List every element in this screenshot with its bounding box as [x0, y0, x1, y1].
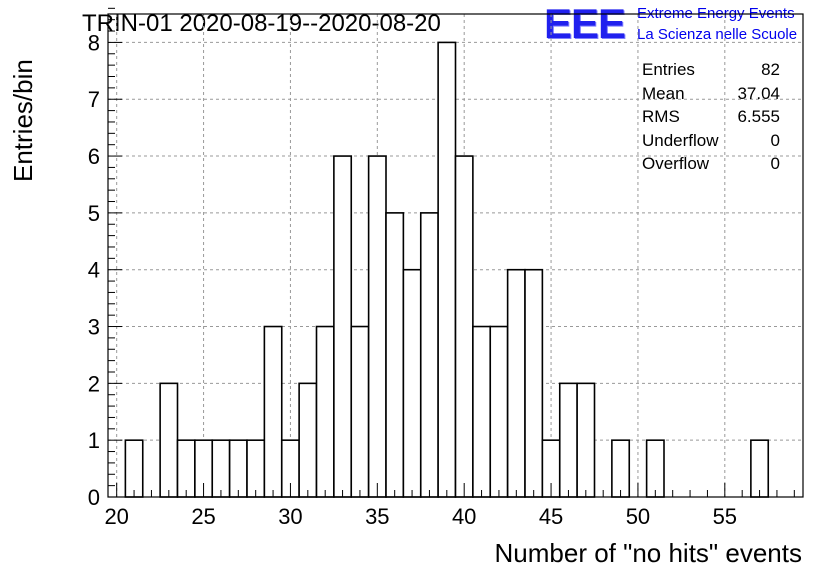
stats-label: Underflow: [642, 130, 719, 150]
histogram-bar: [263, 325, 283, 498]
x-tick-label: 30: [278, 504, 302, 529]
histogram-bar: [454, 155, 474, 498]
y-tick-label: 2: [88, 371, 100, 396]
stats-row-rms: RMS 6.555: [642, 105, 780, 129]
x-tick-label: 50: [626, 504, 650, 529]
histogram-bar: [159, 382, 179, 498]
y-tick-label: 8: [88, 30, 100, 55]
histogram-bar: [750, 439, 770, 498]
stats-label: Mean: [642, 83, 685, 103]
histogram-bar: [298, 382, 318, 498]
histogram-bar: [558, 382, 578, 498]
histogram-bar: [402, 268, 422, 498]
logo-line-2: La Scienza nelle Scuole: [637, 26, 798, 43]
stats-value: 0: [770, 130, 780, 150]
y-tick-label: 0: [88, 485, 100, 510]
plot-frame: [107, 13, 804, 498]
stats-box: Entries 82 Mean 37.04 RMS 6.555 Underflo…: [642, 58, 780, 176]
stats-value: 0: [770, 154, 780, 173]
y-tick-label: 1: [88, 428, 100, 453]
histogram-bar: [472, 325, 492, 498]
y-tick-label: 7: [88, 87, 100, 112]
x-tick-label: 40: [452, 504, 476, 529]
histogram-bar: [124, 439, 144, 498]
x-tick-label: 35: [365, 504, 389, 529]
histogram-bar: [367, 155, 387, 498]
stats-label: RMS: [642, 107, 680, 126]
y-tick-label: 6: [88, 144, 100, 169]
stats-label: Overflow: [642, 154, 710, 173]
x-tick-label: 25: [191, 504, 215, 529]
y-tick-label: 4: [88, 258, 100, 283]
histogram-bar: [333, 155, 353, 498]
histogram-bar: [489, 325, 509, 498]
histogram-bar: [228, 439, 248, 498]
stats-row-entries: Entries 82: [642, 58, 780, 82]
x-axis-label: Number of "no hits" events: [494, 538, 803, 568]
histogram-bar: [211, 439, 231, 498]
histogram-bar: [506, 268, 526, 498]
stats-value: 6.555: [737, 107, 780, 126]
stats-value: 82: [761, 60, 780, 79]
stats-row-overflow: Overflow 0: [642, 152, 780, 176]
histogram-bar: [385, 212, 405, 498]
stats-row-mean: Mean 37.04: [642, 82, 780, 106]
stats-row-underflow: Underflow 0: [642, 129, 780, 153]
histogram-bar: [176, 439, 196, 498]
histogram-bar: [315, 325, 335, 498]
histogram-bar: [350, 325, 370, 498]
histogram-bar: [419, 212, 439, 498]
histogram-bar: [437, 41, 457, 498]
x-tick-label: 20: [104, 504, 128, 529]
x-tick-label: 55: [713, 504, 737, 529]
stats-value: 37.04: [737, 83, 780, 103]
histogram-bar: [524, 268, 544, 498]
y-tick-label: 5: [88, 201, 100, 226]
stats-label: Entries: [642, 60, 695, 79]
histogram-bar: [611, 439, 631, 498]
logo-mark: EEE: [544, 0, 626, 47]
histogram-bar: [576, 382, 596, 498]
histogram-bar: [246, 439, 266, 498]
x-tick-label: 45: [539, 504, 563, 529]
y-tick-label: 3: [88, 315, 100, 340]
histogram-bar: [645, 439, 665, 498]
